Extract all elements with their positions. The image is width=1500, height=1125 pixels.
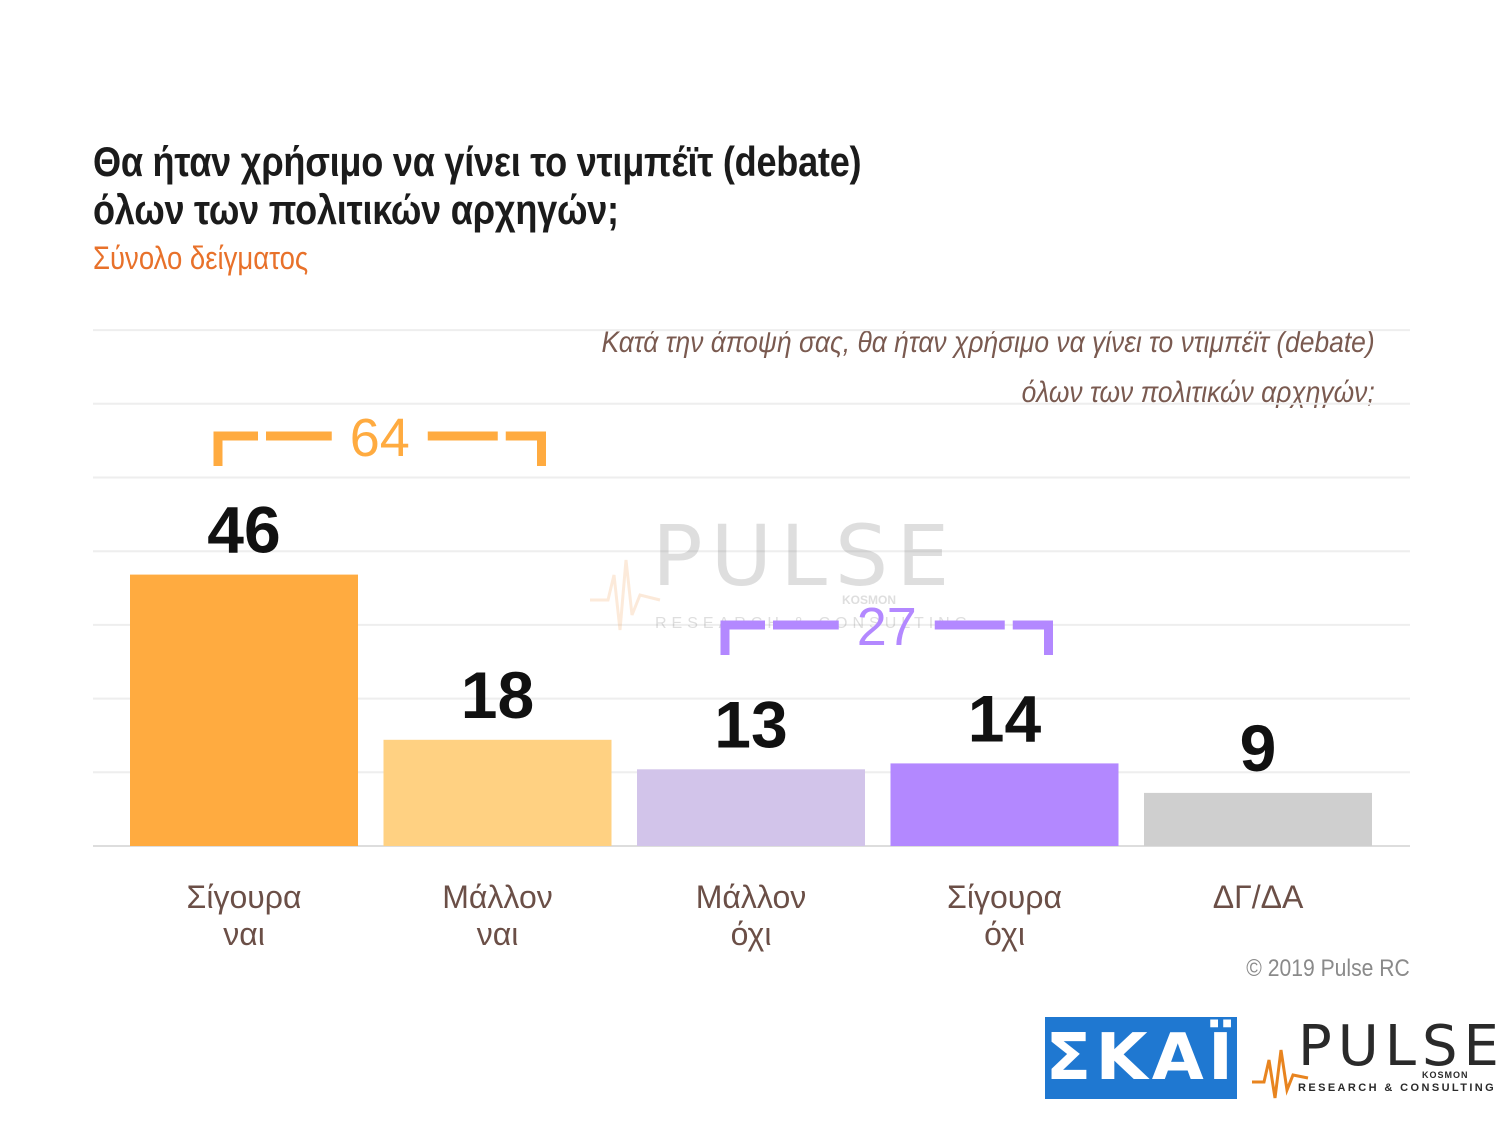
value-label: 18 xyxy=(461,658,534,732)
category-label: Μάλλον xyxy=(696,879,806,915)
watermark-pulse-wave xyxy=(590,559,661,631)
copyright: © 2019 Pulse RC xyxy=(1246,955,1410,982)
group-bracket-left xyxy=(213,431,332,466)
bar xyxy=(383,739,612,846)
group-brackets: 64 27 xyxy=(213,408,1053,657)
category-label: Μάλλον xyxy=(442,879,552,915)
pulse-logo-word: PULSE xyxy=(1298,1014,1500,1079)
chart-title: Θα ήταν χρήσιμο να γίνει το ντιμπέϊτ (de… xyxy=(93,138,1093,234)
title-line-1: Θα ήταν χρήσιμο να γίνει το ντιμπέϊτ (de… xyxy=(93,138,862,185)
pulse-logo-kosmon: KOSMON xyxy=(1422,1070,1469,1080)
title-line-2: όλων των πολιτικών αρχηγών; xyxy=(93,186,619,233)
category-label: όχι xyxy=(984,916,1025,952)
group-total-label: 27 xyxy=(857,597,917,657)
category-label: ΔΓ/ΔΑ xyxy=(1213,879,1304,915)
skai-logo: ΣΚΑΪ xyxy=(1045,1017,1237,1099)
pulse-wave-icon xyxy=(1252,1049,1309,1099)
value-label: 9 xyxy=(1240,711,1277,785)
chart-subtitle: Σύνολο δείγματος xyxy=(93,240,309,276)
bar xyxy=(130,574,358,846)
skai-logo-text: ΣΚΑΪ xyxy=(1045,1021,1237,1095)
category-label: ναι xyxy=(223,916,265,952)
watermark-word: PULSE xyxy=(652,507,957,605)
group-bracket-right xyxy=(427,431,546,466)
group-bracket-right xyxy=(934,620,1053,655)
value-label: 14 xyxy=(968,681,1042,755)
group-total-label: 64 xyxy=(350,408,410,468)
watermark-kosmon: KOSMON xyxy=(842,593,896,607)
pulse-logo-sub: RESEARCH & CONSULTING xyxy=(1298,1082,1497,1094)
category-label: Σίγουρα xyxy=(187,879,302,915)
group-bracket-left xyxy=(720,620,839,655)
category-label: Σίγουρα xyxy=(947,879,1062,915)
bar xyxy=(1144,792,1372,846)
category-label: όχι xyxy=(731,916,772,952)
pulse-logo: PULSE KOSMON RESEARCH & CONSULTING xyxy=(1250,1014,1499,1102)
category-label: ναι xyxy=(477,916,519,952)
bar xyxy=(637,769,865,846)
bar xyxy=(890,763,1119,846)
value-label: 46 xyxy=(207,493,280,567)
question-line-1: Κατά την άποψή σας, θα ήταν χρήσιμο να γ… xyxy=(601,326,1375,359)
bars: 46Σίγουραναι18Μάλλονναι13Μάλλονόχι14Σίγο… xyxy=(130,493,1372,952)
value-label: 13 xyxy=(714,687,787,761)
